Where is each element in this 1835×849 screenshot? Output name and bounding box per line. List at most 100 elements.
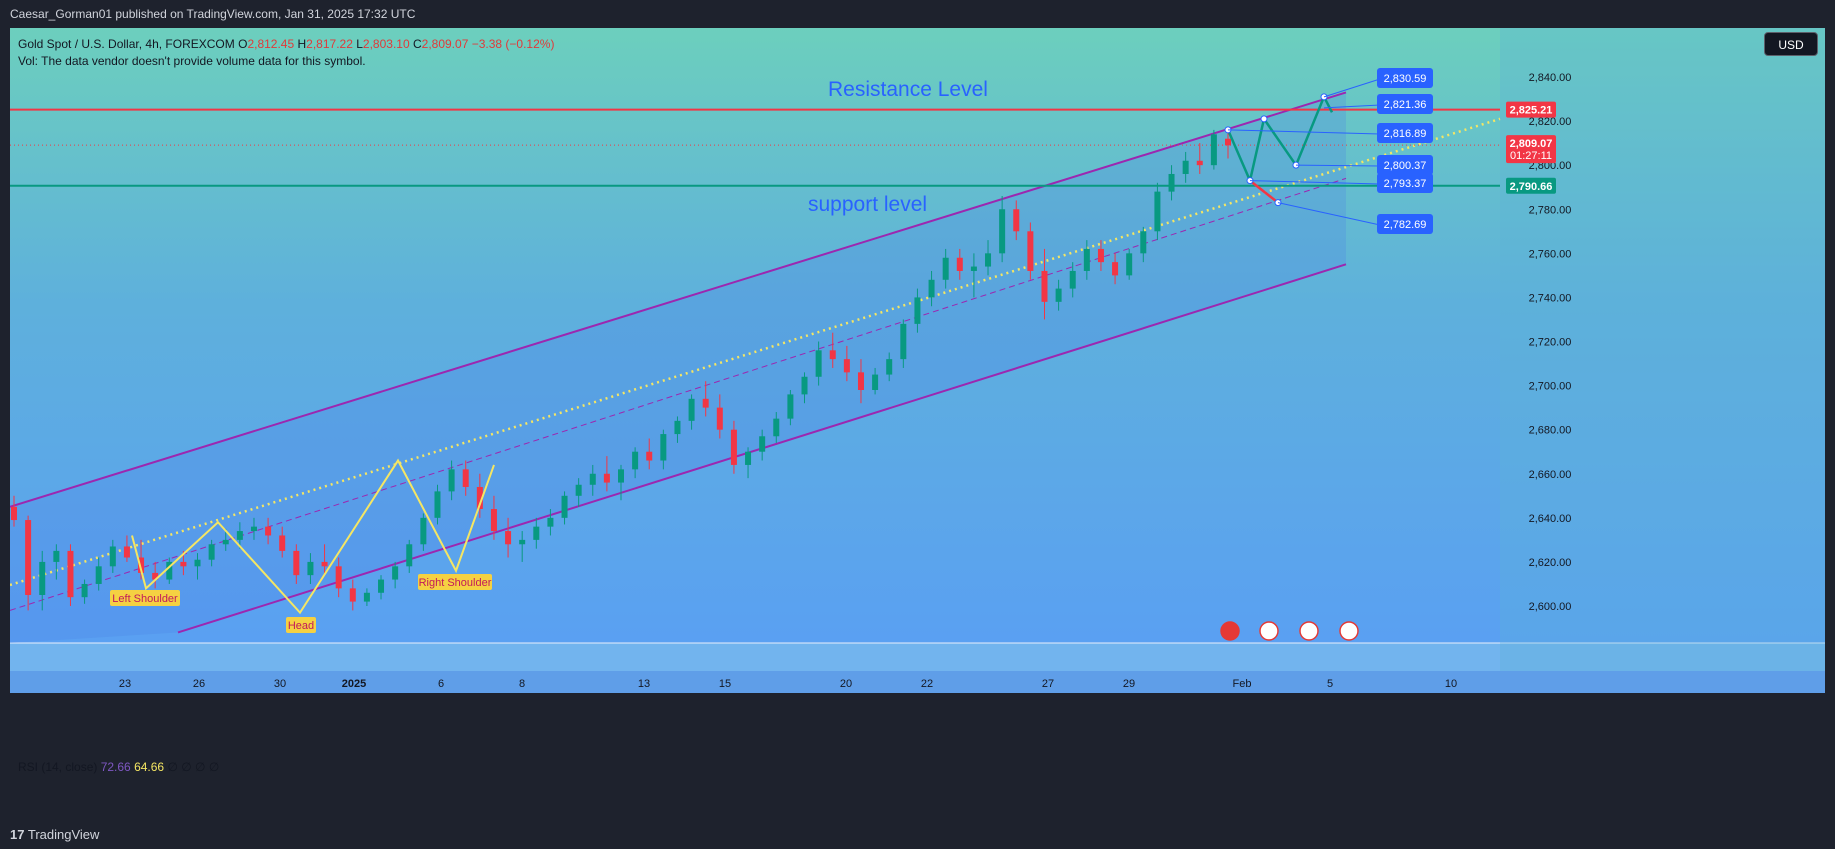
candle-body[interactable] bbox=[970, 266, 977, 271]
candle-body[interactable] bbox=[702, 398, 709, 408]
candle-body[interactable] bbox=[378, 579, 385, 593]
candle-body[interactable] bbox=[505, 531, 512, 545]
candle-body[interactable] bbox=[1126, 253, 1133, 276]
price-callout-box[interactable] bbox=[1377, 68, 1433, 88]
candle-body[interactable] bbox=[956, 257, 963, 271]
candle-body[interactable] bbox=[1041, 270, 1048, 302]
candle-body[interactable] bbox=[406, 544, 413, 567]
candle-body[interactable] bbox=[222, 539, 229, 545]
candle-body[interactable] bbox=[1182, 160, 1189, 174]
candle-body[interactable] bbox=[1083, 248, 1090, 271]
projection-down-arrow[interactable] bbox=[1249, 179, 1279, 204]
candle-body[interactable] bbox=[815, 350, 822, 377]
candle-body[interactable] bbox=[109, 546, 116, 567]
candle-body[interactable] bbox=[434, 491, 441, 518]
candle-body[interactable] bbox=[999, 209, 1006, 254]
symbol-name[interactable]: Gold Spot / U.S. Dollar, 4h, FOREXCOM bbox=[18, 37, 235, 51]
candle-body[interactable] bbox=[900, 323, 907, 360]
candle-body[interactable] bbox=[392, 566, 399, 580]
candle-body[interactable] bbox=[265, 526, 272, 536]
rsi-label[interactable]: RSI (14, close) bbox=[18, 760, 98, 774]
projection-point[interactable] bbox=[1260, 115, 1268, 123]
resistance-annotation[interactable]: Resistance Level bbox=[828, 78, 988, 101]
candle-body[interactable] bbox=[25, 520, 32, 595]
us-flag-event-icon[interactable] bbox=[1339, 621, 1359, 641]
candle-body[interactable] bbox=[533, 526, 540, 540]
candle-body[interactable] bbox=[194, 559, 201, 567]
candle-body[interactable] bbox=[349, 588, 356, 602]
candle-body[interactable] bbox=[787, 394, 794, 419]
tradingview-logo[interactable]: 17 TradingView bbox=[10, 820, 99, 849]
candle-body[interactable] bbox=[632, 451, 639, 470]
candle-body[interactable] bbox=[730, 429, 737, 465]
candle-body[interactable] bbox=[547, 517, 554, 527]
chart-canvas[interactable]: 2,830.59 2,821.36 2,816.89 2,800.37 2,793.37… bbox=[10, 28, 1825, 820]
candle-body[interactable] bbox=[1196, 160, 1203, 166]
us-flag-event-icon[interactable] bbox=[1259, 621, 1279, 641]
candle-body[interactable] bbox=[11, 506, 17, 521]
candle-body[interactable] bbox=[95, 566, 102, 584]
candle-body[interactable] bbox=[123, 546, 130, 558]
candle-body[interactable] bbox=[575, 484, 582, 496]
candle-body[interactable] bbox=[53, 550, 60, 562]
candle-body[interactable] bbox=[1210, 134, 1217, 166]
candle-body[interactable] bbox=[589, 473, 596, 485]
candle-body[interactable] bbox=[166, 561, 173, 580]
candle-body[interactable] bbox=[67, 550, 74, 598]
price-callout-box[interactable] bbox=[1377, 155, 1433, 175]
candle-body[interactable] bbox=[420, 517, 427, 545]
left-shoulder-label-bg[interactable] bbox=[110, 590, 180, 606]
candle-body[interactable] bbox=[942, 257, 949, 280]
candle-body[interactable] bbox=[363, 592, 370, 602]
candle-body[interactable] bbox=[1013, 209, 1020, 232]
candle-body[interactable] bbox=[476, 486, 483, 510]
candle-body[interactable] bbox=[801, 376, 808, 395]
candle-body[interactable] bbox=[293, 550, 300, 576]
candle-body[interactable] bbox=[279, 535, 286, 551]
candle-body[interactable] bbox=[1168, 173, 1175, 192]
candle-body[interactable] bbox=[928, 279, 935, 298]
candle-body[interactable] bbox=[872, 374, 879, 390]
price-callout-box[interactable] bbox=[1377, 123, 1433, 143]
candle-body[interactable] bbox=[1225, 138, 1231, 146]
candle-body[interactable] bbox=[759, 436, 766, 452]
candle-body[interactable] bbox=[250, 526, 257, 532]
candle-body[interactable] bbox=[138, 557, 145, 573]
candle-body[interactable] bbox=[716, 407, 723, 430]
candle-body[interactable] bbox=[618, 469, 624, 483]
head-shoulders-pattern[interactable] bbox=[131, 458, 495, 615]
candle-body[interactable] bbox=[561, 495, 568, 518]
candle-body[interactable] bbox=[81, 583, 88, 598]
candle-body[interactable] bbox=[321, 561, 328, 567]
candle-body[interactable] bbox=[448, 469, 455, 492]
candle-body[interactable] bbox=[857, 372, 864, 390]
candle-body[interactable] bbox=[1112, 262, 1119, 276]
candle-body[interactable] bbox=[307, 561, 314, 576]
channel-upper-line[interactable] bbox=[10, 91, 1347, 508]
candle-body[interactable] bbox=[914, 297, 921, 324]
candle-body[interactable] bbox=[660, 434, 667, 461]
chart-area[interactable]: 2,830.59 2,821.36 2,816.89 2,800.37 2,793.37… bbox=[10, 28, 1825, 820]
price-callout-box[interactable] bbox=[1377, 173, 1433, 193]
candle-body[interactable] bbox=[985, 253, 992, 267]
candle-body[interactable] bbox=[152, 572, 159, 580]
head-label-bg[interactable] bbox=[286, 617, 316, 633]
candle-body[interactable] bbox=[462, 469, 469, 487]
candle-body[interactable] bbox=[843, 359, 850, 373]
yellow-trend-line[interactable] bbox=[10, 117, 1501, 587]
candle-body[interactable] bbox=[180, 561, 187, 567]
price-callout-box[interactable] bbox=[1377, 94, 1433, 114]
candle-body[interactable] bbox=[335, 566, 342, 589]
candle-body[interactable] bbox=[490, 509, 497, 532]
candle-body[interactable] bbox=[773, 418, 780, 437]
candle-body[interactable] bbox=[688, 398, 695, 421]
currency-button[interactable]: USD bbox=[1764, 32, 1818, 56]
candle-body[interactable] bbox=[1027, 231, 1034, 271]
price-callout-box[interactable] bbox=[1377, 214, 1433, 234]
candle-body[interactable] bbox=[745, 451, 752, 465]
us-flag-event-icon[interactable] bbox=[1299, 621, 1319, 641]
candle-body[interactable] bbox=[1097, 248, 1104, 263]
candle-body[interactable] bbox=[886, 359, 893, 375]
candle-body[interactable] bbox=[1154, 191, 1161, 232]
candle-body[interactable] bbox=[603, 473, 610, 483]
